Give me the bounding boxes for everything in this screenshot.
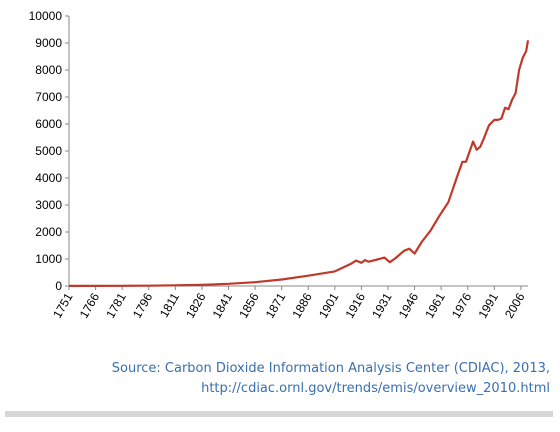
y-tick-label: 9000 (35, 36, 62, 50)
y-axis-ticks: 0 1000 2000 3000 4000 5000 6000 7000 8000 9000 100… (29, 9, 69, 293)
y-tick-label: 0 (55, 279, 62, 293)
bottom-shadow-divider (5, 411, 553, 417)
y-tick-label: 8000 (35, 63, 62, 77)
y-tick-label: 10000 (29, 9, 63, 23)
y-tick-label: 6000 (35, 117, 62, 131)
source-line-2: http://cdiac.ornl.gov/trends/emis/overvi… (201, 381, 550, 396)
y-tick-label: 7000 (35, 90, 62, 104)
y-tick-label: 4000 (35, 171, 62, 185)
y-tick-label: 5000 (35, 144, 62, 158)
y-tick-label: 2000 (35, 225, 62, 239)
series-line (69, 40, 530, 287)
source-line-1: Source: Carbon Dioxide Information Analy… (112, 361, 550, 376)
y-tick-label: 1000 (35, 252, 62, 266)
y-tick-label: 3000 (35, 198, 62, 212)
